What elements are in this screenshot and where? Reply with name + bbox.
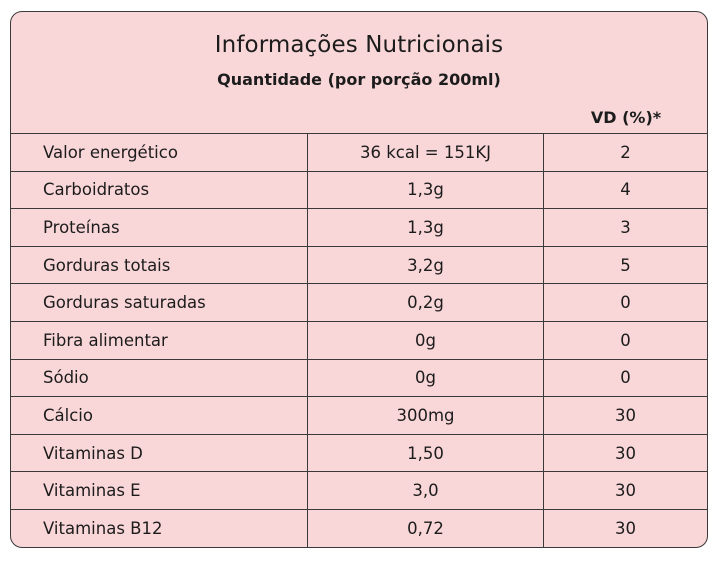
nutrient-daily-value: 0 [620, 293, 631, 313]
nutrient-name: Cálcio [11, 397, 308, 434]
nutrient-name: Valor energético [11, 134, 308, 171]
nutrition-title: Informações Nutricionais [214, 32, 504, 58]
nutrient-daily-value: 30 [615, 518, 636, 538]
table-row: Vitaminas D 1,50 30 [11, 433, 707, 472]
nutrient-quantity: 300mg [308, 397, 544, 434]
nutrient-daily-value: 4 [620, 180, 631, 200]
table-row: Fibra alimentar 0g 0 [11, 320, 707, 359]
nutrient-daily-value: 30 [615, 405, 636, 425]
table-row: Gorduras totais 3,2g 5 [11, 245, 707, 284]
table-row: Vitaminas B12 0,72 30 [11, 508, 707, 547]
nutrient-daily-value: 5 [620, 255, 631, 275]
nutrient-quantity: 0g [308, 321, 544, 359]
nutrient-name: Gorduras totais [11, 246, 308, 284]
nutrient-name: Vitaminas D [11, 434, 308, 472]
nutrient-quantity: 0,72 [308, 509, 544, 547]
nutrient-quantity: 0g [308, 359, 544, 397]
nutrition-table: Valor energético 36 kcal = 151KJ 2 Carboidr… [11, 133, 707, 547]
nutrient-daily-value: 30 [615, 481, 636, 501]
nutrition-facts-panel: Informações Nutricionais Quantidade (por… [10, 11, 708, 548]
nutrient-name: Proteínas [11, 209, 308, 246]
nutrient-quantity: 0,2g [308, 284, 544, 321]
nutrient-quantity: 1,3g [308, 171, 544, 209]
nutrient-name: Vitaminas B12 [11, 509, 308, 547]
nutrient-name: Carboidratos [11, 171, 308, 209]
nutrient-quantity: 36 kcal = 151KJ [308, 134, 544, 171]
nutrient-quantity: 1,50 [308, 434, 544, 472]
nutrient-name: Fibra alimentar [11, 321, 308, 359]
table-row: Valor energético 36 kcal = 151KJ 2 [11, 133, 707, 171]
vd-column-header: VD (%)* [590, 108, 662, 127]
nutrient-name: Vitaminas E [11, 472, 308, 509]
nutrient-daily-value: 3 [620, 217, 631, 237]
table-row: Sódio 0g 0 [11, 358, 707, 397]
table-row: Proteínas 1,3g 3 [11, 208, 707, 246]
table-row: Gorduras saturadas 0,2g 0 [11, 283, 707, 321]
nutrient-name: Gorduras saturadas [11, 284, 308, 321]
table-row: Cálcio 300mg 30 [11, 396, 707, 434]
nutrient-name: Sódio [11, 359, 308, 397]
nutrient-quantity: 3,0 [308, 472, 544, 509]
table-row: Vitaminas E 3,0 30 [11, 471, 707, 509]
nutrient-daily-value: 30 [615, 443, 636, 463]
nutrient-quantity: 1,3g [308, 209, 544, 246]
nutrient-daily-value: 0 [620, 368, 631, 388]
nutrient-daily-value: 0 [620, 330, 631, 350]
nutrient-quantity: 3,2g [308, 246, 544, 284]
table-row: Carboidratos 1,3g 4 [11, 170, 707, 209]
serving-size-subtitle: Quantidade (por porção 200ml) [217, 70, 501, 89]
nutrient-daily-value: 2 [620, 142, 631, 162]
